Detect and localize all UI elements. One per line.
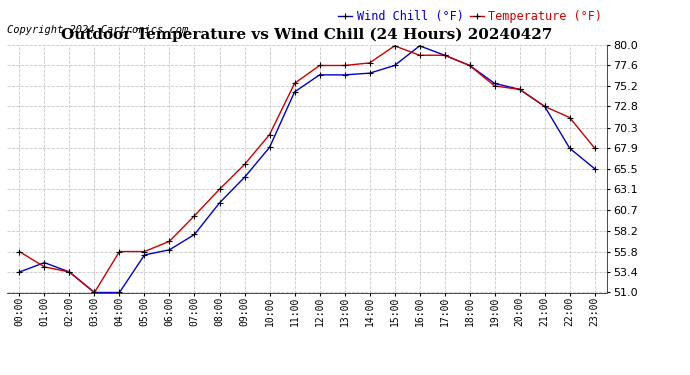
Wind Chill (°F) [491, 81, 499, 86]
Temperature (°F) [491, 84, 499, 88]
Wind Chill (°F) [466, 63, 474, 68]
Wind Chill (°F) [366, 71, 374, 75]
Wind Chill (°F) [290, 90, 299, 94]
Temperature (°F) [515, 87, 524, 92]
Wind Chill (°F) [440, 53, 449, 57]
Wind Chill (°F) [115, 290, 124, 295]
Temperature (°F) [290, 81, 299, 86]
Temperature (°F) [40, 265, 48, 269]
Temperature (°F) [240, 162, 248, 167]
Temperature (°F) [190, 213, 199, 218]
Temperature (°F) [140, 249, 148, 254]
Temperature (°F) [266, 132, 274, 137]
Temperature (°F) [340, 63, 348, 68]
Wind Chill (°F) [415, 44, 424, 48]
Temperature (°F) [566, 115, 574, 120]
Wind Chill (°F) [540, 104, 549, 109]
Wind Chill (°F) [566, 146, 574, 150]
Temperature (°F) [415, 53, 424, 57]
Temperature (°F) [540, 104, 549, 109]
Wind Chill (°F) [515, 87, 524, 92]
Temperature (°F) [115, 249, 124, 254]
Wind Chill (°F) [240, 175, 248, 180]
Temperature (°F) [391, 44, 399, 48]
Temperature (°F) [366, 61, 374, 65]
Temperature (°F) [466, 63, 474, 68]
Wind Chill (°F) [90, 290, 99, 295]
Temperature (°F) [90, 290, 99, 295]
Temperature (°F) [315, 63, 324, 68]
Wind Chill (°F) [315, 73, 324, 77]
Wind Chill (°F) [140, 253, 148, 257]
Temperature (°F) [591, 146, 599, 150]
Line: Wind Chill (°F): Wind Chill (°F) [17, 43, 598, 295]
Wind Chill (°F) [215, 201, 224, 205]
Wind Chill (°F) [340, 73, 348, 77]
Wind Chill (°F) [190, 232, 199, 237]
Line: Temperature (°F): Temperature (°F) [17, 43, 598, 295]
Temperature (°F) [215, 187, 224, 192]
Wind Chill (°F) [15, 270, 23, 274]
Legend: Wind Chill (°F), Temperature (°F): Wind Chill (°F), Temperature (°F) [333, 5, 607, 28]
Temperature (°F) [166, 239, 174, 243]
Text: Copyright 2024 Cartronics.com: Copyright 2024 Cartronics.com [7, 25, 188, 35]
Wind Chill (°F) [591, 166, 599, 171]
Wind Chill (°F) [266, 145, 274, 150]
Wind Chill (°F) [66, 270, 74, 274]
Wind Chill (°F) [166, 248, 174, 252]
Wind Chill (°F) [40, 260, 48, 265]
Temperature (°F) [66, 270, 74, 274]
Temperature (°F) [440, 53, 449, 57]
Temperature (°F) [15, 249, 23, 254]
Wind Chill (°F) [391, 63, 399, 68]
Title: Outdoor Temperature vs Wind Chill (24 Hours) 20240427: Outdoor Temperature vs Wind Chill (24 Ho… [61, 28, 553, 42]
